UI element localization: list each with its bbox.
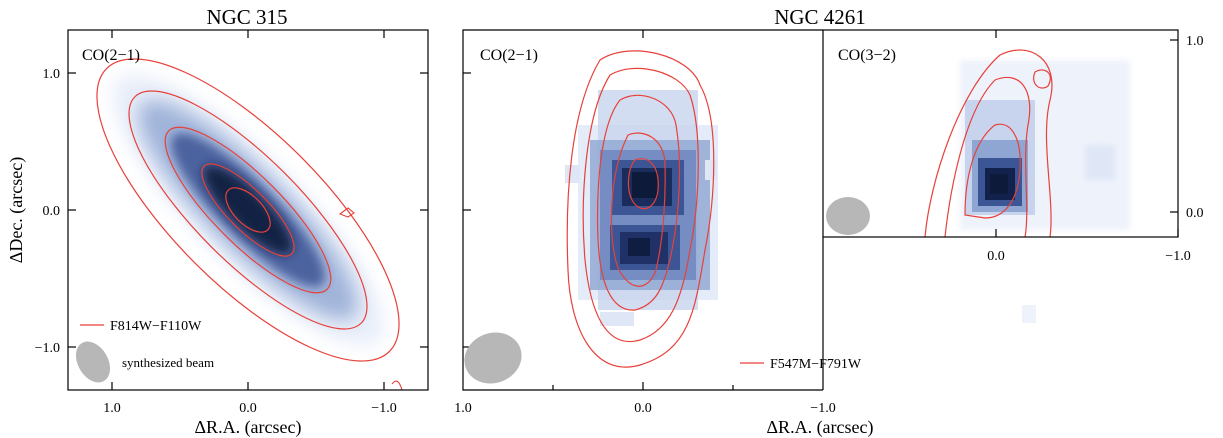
y-tick-label: 0.0 (43, 204, 61, 219)
ticks-panel1 (68, 30, 428, 390)
x-tick-label: 0.0 (239, 401, 257, 416)
x-axis-label: ΔR.A. (arcsec) (194, 417, 301, 438)
emission-patch (1085, 145, 1115, 180)
emission-core (203, 165, 293, 255)
contour-corner (391, 380, 403, 390)
contour-level-3 (964, 123, 1021, 219)
contour-level-3 (164, 126, 332, 294)
contour-level-1 (566, 50, 715, 368)
panel-ngc4261-co21: 1.0 0.0 −1.0 CO(2−1) F547M−F791W ΔR.A. (… (454, 29, 874, 438)
title-ngc4261: NGC 4261 (774, 5, 866, 29)
contour-level-4 (610, 132, 666, 287)
contour-level-1 (96, 58, 400, 362)
contour-level-5 (225, 187, 271, 233)
x-tick-label: 0.0 (987, 249, 1005, 264)
beam-ellipse (75, 341, 111, 383)
contour-level-1 (924, 49, 1053, 237)
y-axis-label: ΔDec. (arcsec) (6, 157, 27, 264)
x-tick-label: 1.0 (103, 401, 121, 416)
emission-map-ngc4261-co32 (924, 49, 1130, 237)
contours-ngc315 (96, 58, 400, 362)
x-tick-label: −1.0 (1165, 249, 1190, 264)
contour-level-2 (128, 90, 368, 330)
emission-peak (990, 174, 1008, 194)
x-tick-label: 1.0 (454, 401, 472, 416)
panel-ngc4261-co32: 1.0 0.0 0.0 −1.0 CO(3−2) (822, 29, 1204, 264)
panel-label: CO(2−1) (82, 47, 140, 64)
panel-ngc315-co21: 1.0 0.0 −1.0 1.0 0.0 −1.0 CO(2−1) F814W−… (6, 29, 429, 438)
contour-level-4 (201, 163, 295, 257)
contour-level-3 (596, 94, 681, 311)
ticks-panel3 (995, 30, 1179, 237)
contours-ngc4261-co32 (924, 49, 1053, 237)
emission-speck (1022, 305, 1036, 323)
contour-level-2 (582, 67, 699, 343)
title-ngc315: NGC 315 (206, 5, 287, 29)
emission-map-ngc315 (96, 58, 403, 390)
beam-label: synthesized beam (122, 355, 214, 370)
x-axis-label: ΔR.A. (arcsec) (766, 417, 873, 438)
beam-ellipse (826, 197, 870, 235)
y-tick-label: −1.0 (35, 341, 60, 356)
x-tick-label: −1.0 (371, 401, 396, 416)
emission-map-ngc4261-co21 (565, 50, 718, 368)
panel-frame (822, 29, 1179, 238)
x-tick-label: 0.0 (634, 401, 652, 416)
contour-level-2 (944, 76, 1031, 237)
ticks-panel2 (463, 30, 734, 390)
contour-islet (338, 207, 355, 218)
contours-ngc4261-co21 (566, 50, 715, 368)
contour-level-5 (627, 158, 659, 210)
legend-label: F814W−F110W (110, 319, 202, 334)
x-tick-label: −1.0 (810, 401, 835, 416)
y-tick-label: 1.0 (43, 67, 61, 82)
legend-label: F547M−F791W (770, 357, 862, 372)
panel-label: CO(2−1) (480, 47, 538, 64)
panel-label: CO(3−2) (838, 47, 896, 64)
beam-ellipse (464, 332, 522, 384)
y-tick-label: 0.0 (1186, 206, 1204, 221)
contour-level-4 (1033, 69, 1051, 89)
y-tick-label: 1.0 (1186, 34, 1204, 49)
